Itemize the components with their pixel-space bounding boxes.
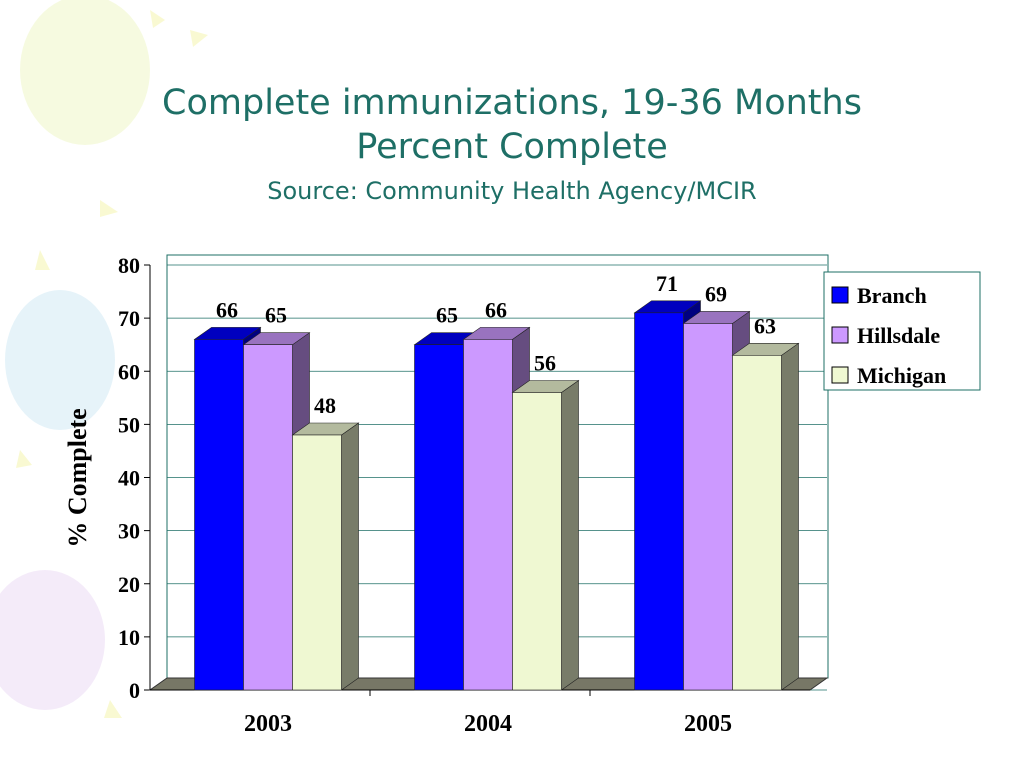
legend-swatch	[831, 366, 849, 384]
y-axis-label: % Complete	[63, 408, 92, 547]
bar	[292, 434, 342, 691]
y-tick-label: 10	[118, 625, 140, 650]
bar	[732, 355, 782, 691]
bar	[683, 323, 733, 691]
bar-side	[781, 342, 799, 691]
data-label: 56	[534, 351, 556, 376]
y-tick-label: 40	[118, 466, 140, 491]
legend-box	[823, 271, 981, 391]
background-balloons	[0, 0, 208, 718]
y-tick-label: 0	[129, 678, 140, 703]
data-label: 63	[754, 313, 776, 338]
legend-swatch	[831, 326, 849, 344]
bar-side	[341, 422, 359, 691]
bar	[243, 344, 293, 691]
data-label: 66	[485, 297, 507, 322]
y-tick-label: 20	[118, 572, 140, 597]
data-label: 48	[314, 393, 336, 418]
bar	[194, 339, 244, 691]
legend-swatch	[831, 286, 849, 304]
bar	[463, 339, 513, 691]
x-tick-label: 2004	[464, 711, 512, 737]
bar-side	[561, 379, 579, 691]
y-tick-label: 30	[118, 519, 140, 544]
x-tick-label: 2003	[244, 711, 292, 737]
chart-source: Source: Community Health Agency/MCIR	[267, 177, 756, 205]
data-label: 65	[265, 303, 287, 328]
data-label: 65	[436, 303, 458, 328]
legend-label: Branch	[857, 283, 927, 308]
legend-label: Michigan	[857, 363, 946, 388]
chart-subtitle: Percent Complete	[356, 127, 668, 167]
x-tick-label: 2005	[684, 711, 732, 737]
bar	[634, 312, 684, 691]
y-tick-label: 80	[118, 253, 140, 278]
data-label: 71	[656, 271, 678, 296]
legend-label: Hillsdale	[857, 323, 940, 348]
bar	[512, 392, 562, 691]
y-tick-label: 60	[118, 359, 140, 384]
data-label: 69	[705, 281, 727, 306]
chart-title: Complete immunizations, 19-36 Months	[162, 83, 862, 123]
data-label: 66	[216, 297, 238, 322]
bar	[414, 344, 464, 691]
y-tick-label: 50	[118, 412, 140, 437]
y-tick-label: 70	[118, 306, 140, 331]
